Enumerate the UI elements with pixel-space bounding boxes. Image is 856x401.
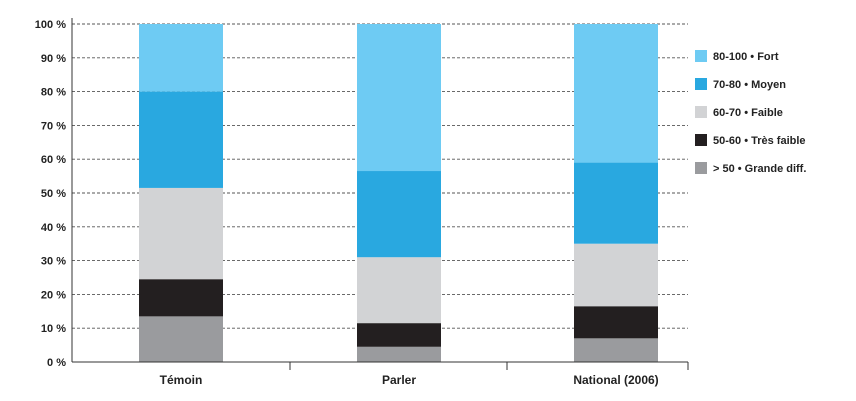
y-tick-label: 80 % — [41, 87, 66, 99]
bar-segment — [574, 338, 658, 362]
x-tick-label: National (2006) — [573, 373, 658, 387]
bar-segment — [574, 306, 658, 339]
bar-segment — [357, 257, 441, 324]
bar-segment — [357, 346, 441, 362]
legend-label: 80-100 • Fort — [713, 51, 779, 63]
bar-segment — [357, 323, 441, 347]
y-tick-label: 60 % — [41, 154, 66, 166]
bar-segment — [357, 24, 441, 172]
legend-swatch — [695, 106, 707, 118]
y-tick-label: 30 % — [41, 256, 66, 268]
bar-segment — [139, 24, 223, 92]
y-tick-label: 100 % — [35, 19, 66, 31]
x-tick-label: Témoin — [160, 373, 203, 387]
bar-segment — [139, 279, 223, 317]
legend-swatch — [695, 134, 707, 146]
legend-swatch — [695, 162, 707, 174]
bar-segment — [574, 162, 658, 244]
legend-label: 70-80 • Moyen — [713, 79, 786, 91]
legend-label: 50-60 • Très faible — [713, 135, 806, 147]
y-tick-label: 0 % — [47, 357, 66, 369]
legend-label: > 50 • Grande diff. — [713, 163, 806, 175]
x-tick-label: Parler — [382, 373, 416, 387]
y-tick-label: 20 % — [41, 289, 66, 301]
y-tick-label: 10 % — [41, 323, 66, 335]
y-tick-label: 40 % — [41, 222, 66, 234]
y-tick-label: 90 % — [41, 53, 66, 65]
bar-segment — [139, 91, 223, 188]
y-tick-label: 50 % — [41, 188, 66, 200]
bars-layer — [139, 24, 658, 362]
bar-segment — [357, 171, 441, 258]
bar-segment — [139, 316, 223, 362]
legend: 80-100 • Fort 70-80 • Moyen 60-70 • Faible… — [695, 50, 806, 175]
y-tick-label: 70 % — [41, 120, 66, 132]
legend-swatch — [695, 78, 707, 90]
legend-swatch — [695, 50, 707, 62]
bar-segment — [574, 243, 658, 307]
bar-segment — [139, 187, 223, 280]
bar-segment — [574, 24, 658, 163]
legend-label: 60-70 • Faible — [713, 107, 783, 119]
axis-layer: 0 % 10 % 20 % 30 % 40 % 50 % 60 % 70 % 80 % 90 % 1… — [35, 18, 689, 387]
